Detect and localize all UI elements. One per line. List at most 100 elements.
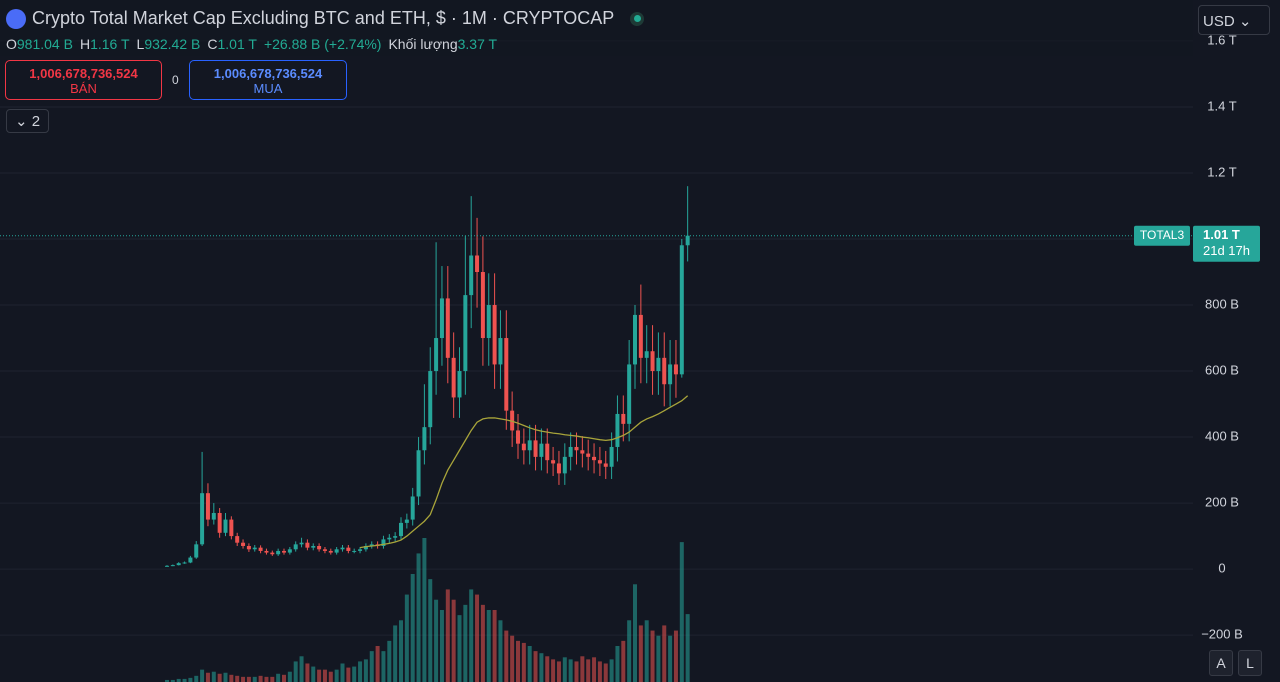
candle-body — [352, 550, 357, 552]
volume-bar — [194, 675, 199, 682]
volume-bar — [650, 630, 655, 682]
volume-bar — [282, 674, 286, 682]
price-axis — [1193, 0, 1280, 682]
indicators-toggle[interactable]: ⌄ 2 — [6, 109, 50, 133]
volume-bar — [463, 604, 468, 682]
price-tag-bg — [1193, 225, 1260, 262]
volume-bar — [369, 651, 374, 682]
sell-button[interactable]: 1,006,678,736,524 BÁN — [5, 60, 162, 100]
volume-bar — [475, 594, 480, 682]
auto-scale-button[interactable]: A — [1209, 650, 1233, 676]
candle-body — [580, 450, 585, 454]
volume-bar — [182, 678, 187, 682]
volume-bar — [387, 640, 392, 682]
candle-body — [246, 545, 251, 550]
candle-body — [223, 519, 228, 533]
candle-body — [299, 542, 304, 545]
volume-bar — [287, 671, 292, 682]
candle-body — [545, 443, 550, 461]
candle-body — [165, 565, 169, 567]
candle-body — [527, 440, 532, 451]
volume-bar — [516, 640, 520, 682]
candle-body — [282, 550, 286, 553]
y-tick-label: 600 B — [1205, 362, 1239, 377]
volume-bar — [410, 574, 415, 682]
volume-bar — [416, 553, 421, 682]
candle-body — [463, 295, 468, 372]
volume-bar — [439, 610, 444, 682]
volume-bar — [205, 672, 210, 682]
volume-bar — [527, 646, 532, 682]
volume-bar — [580, 656, 585, 682]
candle-body — [170, 565, 175, 567]
y-tick-label: 1.2 T — [1207, 164, 1236, 179]
volume-bar — [358, 661, 363, 682]
ohlc-value: 981.04 B — [16, 36, 73, 52]
volume-bar — [498, 620, 503, 682]
volume-bar — [270, 676, 275, 682]
candle-body — [311, 545, 316, 548]
volume-bar — [188, 677, 193, 682]
volume-bar — [609, 659, 614, 682]
volume-bar — [246, 676, 251, 682]
ohlc-value: 1.01 T — [217, 36, 257, 52]
volume-value: 3.37 T — [457, 36, 498, 52]
candle-body — [668, 364, 673, 385]
candle-body — [673, 364, 678, 375]
volume-bar — [638, 625, 643, 682]
candle-body — [445, 298, 450, 358]
candle-body — [363, 545, 368, 550]
volume-bar — [504, 630, 509, 682]
candle-body — [305, 542, 310, 548]
candle-body — [480, 272, 485, 339]
candle-body — [264, 550, 269, 553]
volume-bar — [340, 663, 345, 682]
candle-body — [428, 371, 433, 428]
y-tick-label: 400 B — [1205, 428, 1239, 443]
volume-bar — [217, 673, 222, 682]
volume-bar — [486, 610, 491, 682]
volume-bar — [586, 659, 591, 682]
market-status[interactable] — [630, 11, 645, 26]
volume-bar — [679, 542, 684, 682]
volume-bar — [551, 659, 556, 682]
buy-label: MUA — [253, 81, 283, 96]
symbol-tag: TOTAL3 — [1140, 228, 1185, 242]
candle-body — [205, 493, 210, 520]
candle-body — [592, 456, 597, 461]
volume-bar — [533, 651, 538, 682]
ohlc-legend: O981.04 B H1.16 T L932.42 B C1.01 T +26.88 B… — [6, 36, 504, 52]
volume-bar — [492, 610, 497, 682]
candle-body — [410, 496, 415, 520]
volume-bar — [603, 663, 608, 682]
log-scale-button[interactable]: L — [1238, 650, 1262, 676]
volume-bar — [381, 651, 386, 682]
candle-body — [381, 539, 386, 546]
volume-bar — [165, 679, 169, 682]
candle-body — [258, 547, 263, 551]
volume-bar — [662, 625, 667, 682]
volume-bar — [200, 669, 205, 682]
candle-body — [399, 522, 403, 537]
candle-body — [434, 338, 439, 372]
volume-bar — [597, 661, 602, 682]
buy-button[interactable]: 1,006,678,736,524 MUA — [189, 60, 347, 100]
volume-bar — [311, 666, 316, 682]
candle-body — [533, 440, 538, 457]
candle-body — [369, 544, 374, 546]
chart-title[interactable]: Crypto Total Market Cap Excluding BTC an… — [32, 8, 615, 28]
candle-body — [516, 430, 520, 444]
ohlc-key: O — [6, 36, 17, 52]
candle-body — [328, 550, 333, 553]
candle-body — [387, 537, 392, 540]
volume-bar — [176, 678, 181, 682]
volume-bar — [363, 659, 368, 682]
candle-body — [679, 245, 684, 375]
candle-body — [194, 544, 199, 558]
currency-select[interactable]: USD ⌄ — [1198, 5, 1270, 35]
volume-bar — [399, 620, 403, 682]
ohlc-value: 1.16 T — [90, 36, 130, 52]
volume-bar — [252, 676, 257, 682]
candle-body — [597, 460, 602, 464]
